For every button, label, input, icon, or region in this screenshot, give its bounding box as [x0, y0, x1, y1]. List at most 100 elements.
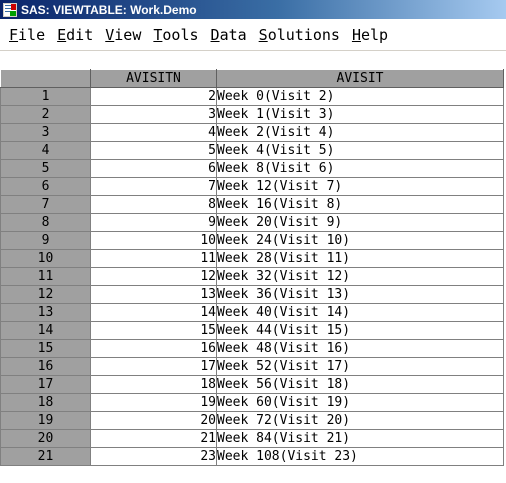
cell-avisit[interactable]: Week 44(Visit 15) [216, 321, 504, 340]
table-row[interactable]: 19 20 Week 72(Visit 20) [0, 411, 504, 430]
column-header-avisit[interactable]: AVISIT [216, 69, 504, 88]
cell-avisit[interactable]: Week 12(Visit 7) [216, 177, 504, 196]
row-header[interactable]: 1 [0, 87, 91, 106]
cell-avisitn[interactable]: 2 [90, 87, 217, 106]
cell-avisit[interactable]: Week 20(Visit 9) [216, 213, 504, 232]
cell-avisitn[interactable]: 17 [90, 357, 217, 376]
row-header[interactable]: 17 [0, 375, 91, 394]
row-header[interactable]: 2 [0, 105, 91, 124]
cell-avisit[interactable]: Week 52(Visit 17) [216, 357, 504, 376]
table-row[interactable]: 2 3 Week 1(Visit 3) [0, 105, 504, 124]
cell-avisitn[interactable]: 13 [90, 285, 217, 304]
cell-avisitn[interactable]: 6 [90, 159, 217, 178]
data-grid-viewport[interactable]: AVISITN AVISIT 1 2 Week 0(Visit 2) 2 3 Week 1… [0, 69, 506, 483]
cell-avisitn[interactable]: 23 [90, 447, 217, 466]
cell-avisit[interactable]: Week 1(Visit 3) [216, 105, 504, 124]
row-header[interactable]: 10 [0, 249, 91, 268]
menu-tools[interactable]: Tools [153, 25, 199, 44]
cell-avisit[interactable]: Week 8(Visit 6) [216, 159, 504, 178]
cell-avisitn[interactable]: 4 [90, 123, 217, 142]
cell-avisitn[interactable]: 3 [90, 105, 217, 124]
cell-avisitn[interactable]: 14 [90, 303, 217, 322]
row-header[interactable]: 19 [0, 411, 91, 430]
table-row[interactable]: 12 13 Week 36(Visit 13) [0, 285, 504, 304]
cell-avisitn[interactable]: 10 [90, 231, 217, 250]
row-header[interactable]: 21 [0, 447, 91, 466]
cell-avisitn[interactable]: 12 [90, 267, 217, 286]
row-header[interactable]: 16 [0, 357, 91, 376]
table-row[interactable]: 4 5 Week 4(Visit 5) [0, 141, 504, 160]
row-header[interactable]: 8 [0, 213, 91, 232]
menu-view[interactable]: View [105, 25, 142, 44]
table-row[interactable]: 17 18 Week 56(Visit 18) [0, 375, 504, 394]
table-row[interactable]: 5 6 Week 8(Visit 6) [0, 159, 504, 178]
table-row[interactable]: 9 10 Week 24(Visit 10) [0, 231, 504, 250]
table-row[interactable]: 13 14 Week 40(Visit 14) [0, 303, 504, 322]
grid-corner[interactable] [0, 69, 91, 88]
sas-app-icon[interactable] [3, 2, 17, 17]
row-header[interactable]: 14 [0, 321, 91, 340]
cell-avisitn[interactable]: 20 [90, 411, 217, 430]
cell-avisitn[interactable]: 15 [90, 321, 217, 340]
row-header[interactable]: 12 [0, 285, 91, 304]
cell-avisitn[interactable]: 16 [90, 339, 217, 358]
cell-avisit[interactable]: Week 56(Visit 18) [216, 375, 504, 394]
menu-bar: File Edit View Tools Data Solutions Help [0, 19, 506, 51]
cell-avisitn[interactable]: 18 [90, 375, 217, 394]
cell-avisitn[interactable]: 8 [90, 195, 217, 214]
menu-file[interactable]: File [9, 25, 46, 44]
cell-avisit[interactable]: Week 0(Visit 2) [216, 87, 504, 106]
table-row[interactable]: 16 17 Week 52(Visit 17) [0, 357, 504, 376]
cell-avisitn[interactable]: 9 [90, 213, 217, 232]
cell-avisit[interactable]: Week 108(Visit 23) [216, 447, 504, 466]
table-row[interactable]: 11 12 Week 32(Visit 12) [0, 267, 504, 286]
row-header[interactable]: 20 [0, 429, 91, 448]
table-row[interactable]: 8 9 Week 20(Visit 9) [0, 213, 504, 232]
cell-avisit[interactable]: Week 48(Visit 16) [216, 339, 504, 358]
cell-avisit[interactable]: Week 32(Visit 12) [216, 267, 504, 286]
cell-avisitn[interactable]: 19 [90, 393, 217, 412]
column-header-avisitn[interactable]: AVISITN [90, 69, 217, 88]
table-row[interactable]: 15 16 Week 48(Visit 16) [0, 339, 504, 358]
row-header[interactable]: 7 [0, 195, 91, 214]
table-row[interactable]: 1 2 Week 0(Visit 2) [0, 87, 504, 106]
row-header[interactable]: 6 [0, 177, 91, 196]
table-row[interactable]: 14 15 Week 44(Visit 15) [0, 321, 504, 340]
row-header[interactable]: 13 [0, 303, 91, 322]
table-row[interactable]: 20 21 Week 84(Visit 21) [0, 429, 504, 448]
cell-avisit[interactable]: Week 84(Visit 21) [216, 429, 504, 448]
cell-avisit[interactable]: Week 24(Visit 10) [216, 231, 504, 250]
row-header[interactable]: 9 [0, 231, 91, 250]
row-header[interactable]: 3 [0, 123, 91, 142]
data-grid: AVISITN AVISIT 1 2 Week 0(Visit 2) 2 3 Week 1… [0, 69, 504, 466]
table-row[interactable]: 10 11 Week 28(Visit 11) [0, 249, 504, 268]
cell-avisit[interactable]: Week 60(Visit 19) [216, 393, 504, 412]
row-header[interactable]: 15 [0, 339, 91, 358]
row-header[interactable]: 4 [0, 141, 91, 160]
cell-avisit[interactable]: Week 40(Visit 14) [216, 303, 504, 322]
row-header[interactable]: 18 [0, 393, 91, 412]
cell-avisit[interactable]: Week 16(Visit 8) [216, 195, 504, 214]
menu-edit[interactable]: Edit [57, 25, 94, 44]
cell-avisit[interactable]: Week 36(Visit 13) [216, 285, 504, 304]
row-header[interactable]: 5 [0, 159, 91, 178]
cell-avisitn[interactable]: 7 [90, 177, 217, 196]
menu-solutions[interactable]: Solutions [258, 25, 340, 44]
cell-avisit[interactable]: Week 72(Visit 20) [216, 411, 504, 430]
title-bar[interactable]: SAS: VIEWTABLE: Work.Demo [0, 0, 506, 19]
row-header[interactable]: 11 [0, 267, 91, 286]
menu-help[interactable]: Help [351, 25, 389, 44]
cell-avisit[interactable]: Week 2(Visit 4) [216, 123, 504, 142]
cell-avisitn[interactable]: 21 [90, 429, 217, 448]
cell-avisitn[interactable]: 5 [90, 141, 217, 160]
table-row[interactable]: 6 7 Week 12(Visit 7) [0, 177, 504, 196]
table-row[interactable]: 7 8 Week 16(Visit 8) [0, 195, 504, 214]
cell-avisitn[interactable]: 11 [90, 249, 217, 268]
cell-avisit[interactable]: Week 4(Visit 5) [216, 141, 504, 160]
cell-avisit[interactable]: Week 28(Visit 11) [216, 249, 504, 268]
table-row[interactable]: 18 19 Week 60(Visit 19) [0, 393, 504, 412]
table-row[interactable]: 21 23 Week 108(Visit 23) [0, 447, 504, 466]
table-row[interactable]: 3 4 Week 2(Visit 4) [0, 123, 504, 142]
menu-data[interactable]: Data [210, 25, 247, 44]
